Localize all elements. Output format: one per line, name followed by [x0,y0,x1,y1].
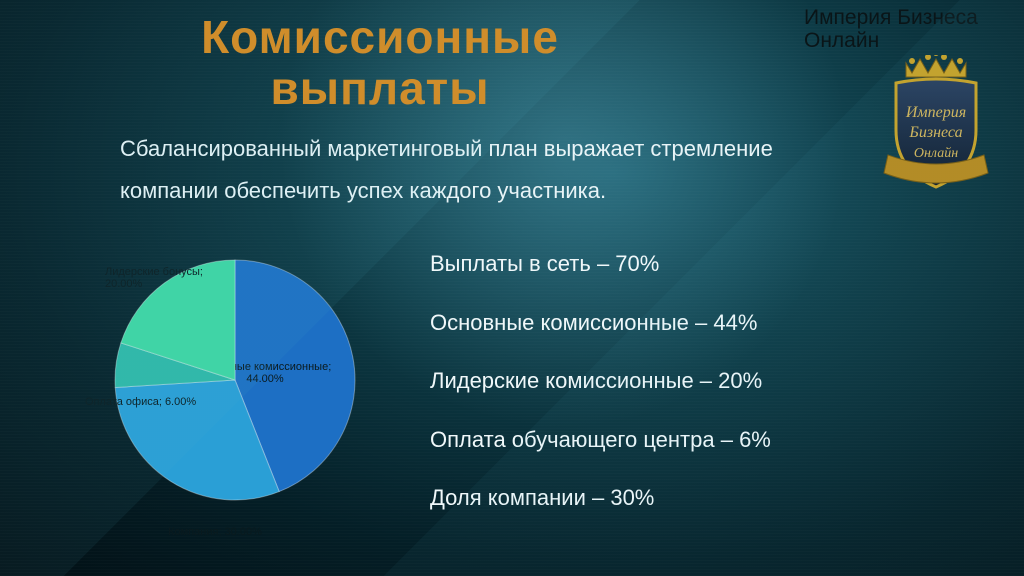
svg-text:Онлайн: Онлайн [914,146,958,161]
pie-slice-label: Компания; 30.00% [168,526,262,538]
svg-text:Империя: Империя [905,104,966,121]
list-item: Оплата обучающего центра – 6% [430,426,970,455]
svg-text:Бизнеса: Бизнеса [908,124,962,141]
list-item: Выплаты в сеть – 70% [430,250,970,279]
list-item: Основные комиссионные – 44% [430,309,970,338]
shield-icon: Империя Бизнеса Онлайн [876,55,996,195]
brand-badge: Империя Бизнеса Онлайн [876,55,996,195]
brand-line1: Империя Бизнеса [804,6,978,29]
pie-chart: Основные комиссионные;44.00%Компания; 30… [75,215,395,545]
pie-slice-label: Оплата офиса; 6.00% [85,396,196,408]
payout-list: Выплаты в сеть – 70% Основные комиссионн… [430,250,970,543]
page-title: Комиссионные выплаты [100,12,660,113]
brand-line2: Онлайн [804,29,879,52]
list-item: Лидерские комиссионные – 20% [430,367,970,396]
subtitle: Сбалансированный маркетинговый план выра… [120,128,860,212]
list-item: Доля компании – 30% [430,484,970,513]
brand-text: Империя Бизнеса Онлайн [804,6,1014,52]
